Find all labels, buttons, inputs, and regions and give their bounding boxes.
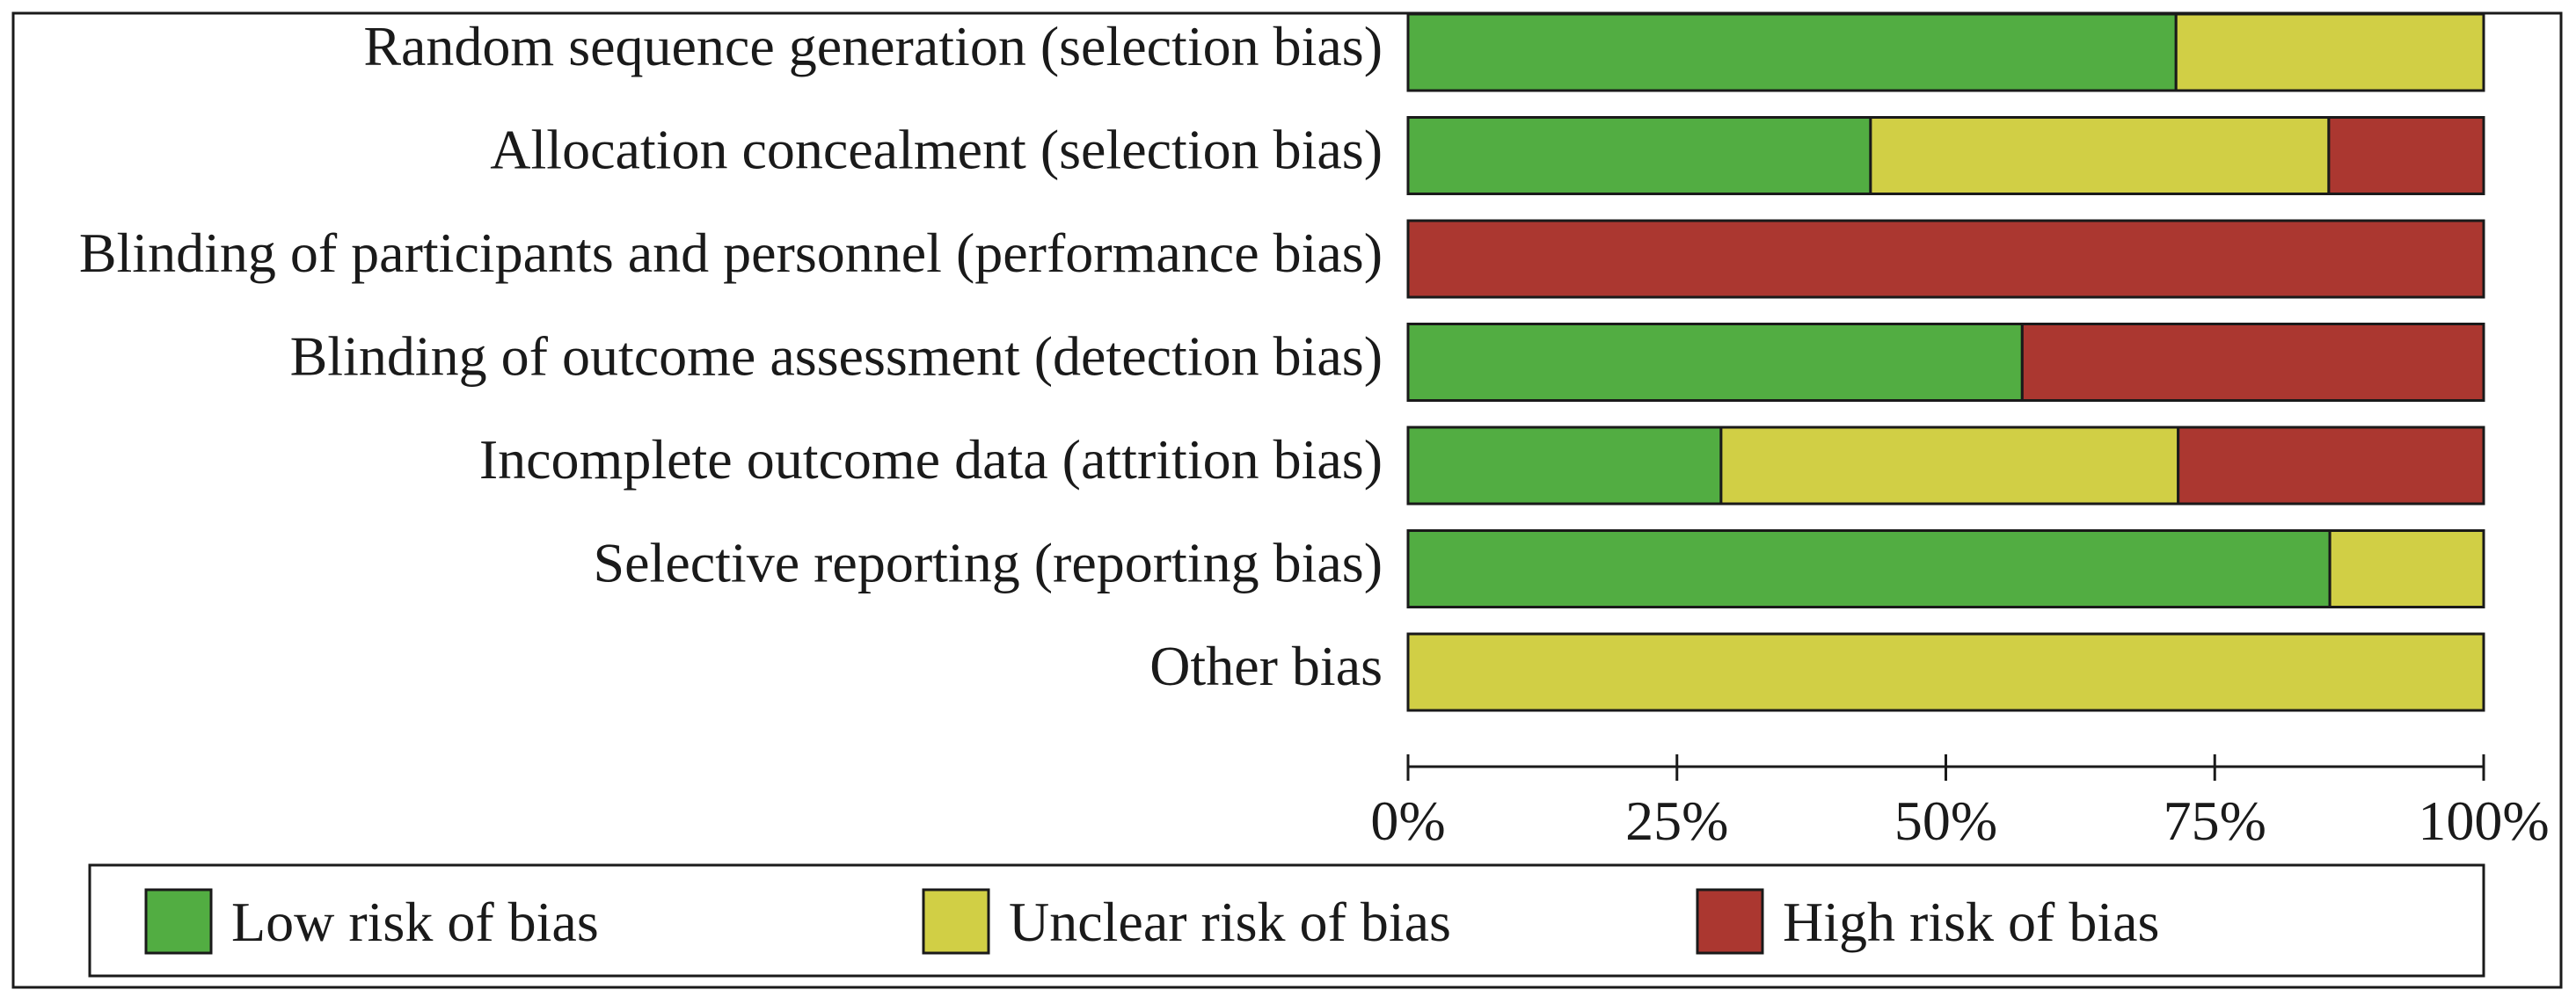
bar-segment bbox=[2328, 529, 2485, 608]
bar-segment bbox=[1406, 529, 2332, 608]
category-label: Incomplete outcome data (attrition bias) bbox=[479, 428, 1383, 491]
category-label: Selective reporting (reporting bias) bbox=[594, 532, 1383, 594]
legend: Low risk of bias Unclear risk of bias High… bbox=[88, 863, 2485, 978]
x-tick-label: 75% bbox=[2164, 790, 2266, 852]
bar-segment bbox=[1869, 116, 2331, 195]
category-label: Random sequence generation (selection bi… bbox=[363, 15, 1383, 77]
category-label: Blinding of participants and personnel (… bbox=[79, 222, 1383, 284]
bar-segment bbox=[2020, 323, 2485, 402]
category-label: Other bias bbox=[1149, 635, 1383, 697]
category-label: Blinding of outcome assessment (detectio… bbox=[290, 325, 1383, 388]
bar-segment bbox=[1719, 426, 2180, 506]
legend-swatch bbox=[922, 888, 990, 955]
legend-box bbox=[88, 863, 2485, 978]
x-tick-label: 25% bbox=[1625, 790, 1728, 852]
bar-segment bbox=[1406, 632, 2485, 712]
legend-swatch bbox=[1696, 888, 1764, 955]
x-axis: 0% 25% 50% 75% 100% bbox=[1370, 754, 2550, 852]
x-tick-label: 0% bbox=[1370, 790, 1445, 852]
x-tick-label: 100% bbox=[2418, 790, 2549, 852]
bar-segment bbox=[2177, 426, 2485, 506]
bar-segment bbox=[2327, 116, 2485, 195]
bar-segment bbox=[1406, 12, 2178, 92]
bar-segment bbox=[1406, 426, 1723, 506]
bar-segment bbox=[1406, 116, 1872, 195]
bar-segment bbox=[1406, 323, 2024, 402]
legend-label: Unclear risk of bias bbox=[1009, 891, 1451, 953]
bar-segment bbox=[1406, 219, 2485, 299]
category-labels: Random sequence generation (selection bi… bbox=[79, 15, 1383, 697]
legend-label: High risk of bias bbox=[1783, 891, 2159, 953]
legend-label: Low risk of bias bbox=[231, 891, 599, 953]
legend-swatch bbox=[144, 888, 213, 955]
x-tick-label: 50% bbox=[1894, 790, 1997, 852]
bars bbox=[1406, 12, 2485, 712]
bar-segment bbox=[2174, 12, 2485, 92]
category-label: Allocation concealment (selection bias) bbox=[490, 119, 1383, 181]
